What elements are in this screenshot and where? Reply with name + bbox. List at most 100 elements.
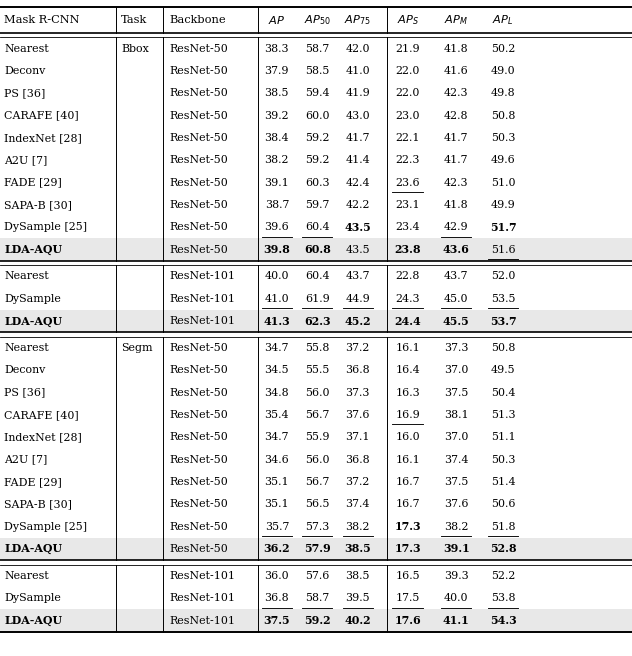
Text: 56.0: 56.0 <box>305 388 329 398</box>
Text: 49.6: 49.6 <box>490 155 516 165</box>
Text: 34.7: 34.7 <box>265 432 289 442</box>
Text: 50.8: 50.8 <box>491 111 515 121</box>
Text: 37.4: 37.4 <box>346 499 370 509</box>
Text: Nearest: Nearest <box>4 343 49 353</box>
Text: CARAFE [40]: CARAFE [40] <box>4 111 79 121</box>
Text: 41.4: 41.4 <box>345 155 370 165</box>
Text: 42.9: 42.9 <box>444 222 468 232</box>
Text: 16.5: 16.5 <box>396 571 420 581</box>
Text: 56.7: 56.7 <box>305 410 329 420</box>
Text: 23.8: 23.8 <box>394 244 421 255</box>
Text: 51.7: 51.7 <box>490 222 516 233</box>
Text: 57.6: 57.6 <box>305 571 329 581</box>
Text: 51.1: 51.1 <box>491 432 515 442</box>
Text: 43.5: 43.5 <box>346 245 370 255</box>
Text: ResNet-50: ResNet-50 <box>169 455 228 464</box>
Text: 50.2: 50.2 <box>491 43 515 54</box>
Text: 34.7: 34.7 <box>265 343 289 353</box>
Text: 24.3: 24.3 <box>396 294 420 304</box>
Text: 51.4: 51.4 <box>491 477 515 487</box>
Text: 60.3: 60.3 <box>305 178 329 188</box>
Text: 58.7: 58.7 <box>305 43 329 54</box>
Text: 16.7: 16.7 <box>396 499 420 509</box>
Text: 41.7: 41.7 <box>444 133 468 143</box>
Text: 34.8: 34.8 <box>265 388 289 398</box>
Text: Deconv: Deconv <box>4 365 46 375</box>
Text: 42.8: 42.8 <box>444 111 468 121</box>
Text: CARAFE [40]: CARAFE [40] <box>4 410 79 420</box>
Text: 16.4: 16.4 <box>395 365 420 375</box>
Text: 36.8: 36.8 <box>346 365 370 375</box>
Text: 23.4: 23.4 <box>396 222 420 232</box>
Text: ResNet-50: ResNet-50 <box>169 178 228 188</box>
Bar <box>0 538 632 560</box>
Text: 49.8: 49.8 <box>491 88 515 98</box>
Text: 37.5: 37.5 <box>444 477 468 487</box>
Text: 52.2: 52.2 <box>491 571 515 581</box>
Text: 39.5: 39.5 <box>346 593 370 604</box>
Text: $AP_{50}$: $AP_{50}$ <box>304 12 331 27</box>
Text: 57.3: 57.3 <box>305 522 329 531</box>
Text: 53.7: 53.7 <box>490 316 516 327</box>
Text: 60.4: 60.4 <box>305 222 329 232</box>
Text: 38.5: 38.5 <box>344 543 371 554</box>
Text: $AP_S$: $AP_S$ <box>397 12 418 27</box>
Text: 38.2: 38.2 <box>444 522 468 531</box>
Text: 51.3: 51.3 <box>491 410 515 420</box>
Text: $AP_{75}$: $AP_{75}$ <box>344 12 371 27</box>
Text: 35.7: 35.7 <box>265 522 289 531</box>
Text: 41.8: 41.8 <box>444 200 468 210</box>
Text: 41.7: 41.7 <box>346 133 370 143</box>
Text: 24.4: 24.4 <box>394 316 421 327</box>
Text: 36.2: 36.2 <box>264 543 290 554</box>
Text: 41.7: 41.7 <box>444 155 468 165</box>
Text: 57.9: 57.9 <box>304 543 331 554</box>
Text: 17.6: 17.6 <box>394 615 421 626</box>
Text: 17.3: 17.3 <box>394 543 421 554</box>
Text: 58.7: 58.7 <box>305 593 329 604</box>
Text: 41.3: 41.3 <box>264 316 290 327</box>
Text: 52.0: 52.0 <box>491 272 515 281</box>
Text: 37.4: 37.4 <box>444 455 468 464</box>
Text: 53.5: 53.5 <box>491 294 515 304</box>
Text: 37.9: 37.9 <box>265 66 289 76</box>
Text: 36.0: 36.0 <box>265 571 289 581</box>
Text: 56.0: 56.0 <box>305 455 329 464</box>
Text: 41.0: 41.0 <box>265 294 289 304</box>
Text: 41.9: 41.9 <box>345 88 370 98</box>
Text: 17.3: 17.3 <box>394 521 421 532</box>
Text: 38.5: 38.5 <box>265 88 289 98</box>
Text: 22.0: 22.0 <box>396 66 420 76</box>
Text: ResNet-50: ResNet-50 <box>169 133 228 143</box>
Text: 62.3: 62.3 <box>304 316 331 327</box>
Text: 50.6: 50.6 <box>491 499 515 509</box>
Text: 17.5: 17.5 <box>396 593 420 604</box>
Text: 21.9: 21.9 <box>396 43 420 54</box>
Text: 39.8: 39.8 <box>264 244 290 255</box>
Text: $AP$: $AP$ <box>268 14 286 26</box>
Text: ResNet-101: ResNet-101 <box>169 593 235 604</box>
Text: ResNet-50: ResNet-50 <box>169 66 228 76</box>
Text: 37.0: 37.0 <box>444 365 468 375</box>
Text: DySample: DySample <box>4 294 61 304</box>
Text: 39.2: 39.2 <box>265 111 289 121</box>
Bar <box>0 238 632 260</box>
Text: 35.1: 35.1 <box>265 477 289 487</box>
Text: 38.4: 38.4 <box>265 133 289 143</box>
Text: 42.2: 42.2 <box>346 200 370 210</box>
Text: 51.8: 51.8 <box>491 522 515 531</box>
Text: 37.6: 37.6 <box>444 499 468 509</box>
Text: 45.5: 45.5 <box>443 316 470 327</box>
Bar <box>0 310 632 333</box>
Text: 42.3: 42.3 <box>444 88 468 98</box>
Bar <box>0 609 632 632</box>
Text: 41.0: 41.0 <box>346 66 370 76</box>
Text: ResNet-50: ResNet-50 <box>169 43 228 54</box>
Text: 37.3: 37.3 <box>444 343 468 353</box>
Text: 56.5: 56.5 <box>305 499 329 509</box>
Text: 36.8: 36.8 <box>346 455 370 464</box>
Text: 37.1: 37.1 <box>346 432 370 442</box>
Text: 36.8: 36.8 <box>265 593 289 604</box>
Text: ResNet-50: ResNet-50 <box>169 88 228 98</box>
Text: 50.4: 50.4 <box>491 388 515 398</box>
